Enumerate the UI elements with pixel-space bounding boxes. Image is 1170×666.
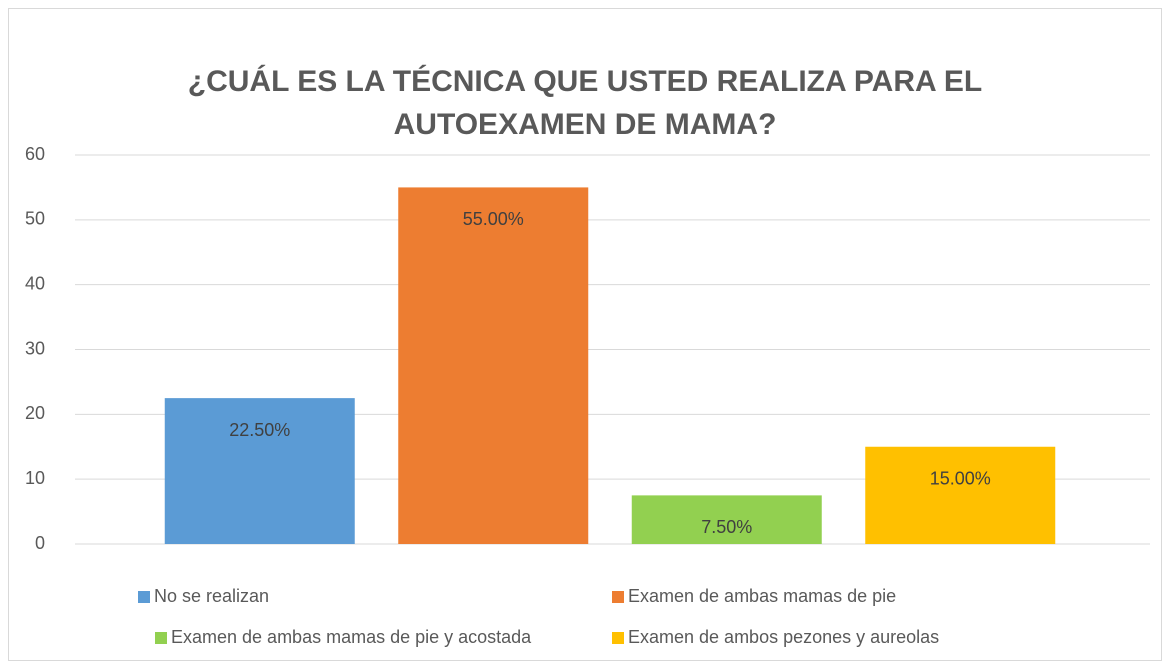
data-label: 22.50% xyxy=(229,420,290,440)
data-label: 55.00% xyxy=(463,209,524,229)
legend-label: Examen de ambas mamas de pie y acostada xyxy=(171,627,532,647)
data-label: 7.50% xyxy=(701,517,752,537)
legend-label: Examen de ambas mamas de pie xyxy=(628,586,896,606)
y-tick-label: 30 xyxy=(25,338,45,358)
chart-title: ¿CUÁL ES LA TÉCNICA QUE USTED REALIZA PA… xyxy=(187,65,983,141)
legend-label: Examen de ambos pezones y aureolas xyxy=(628,627,939,647)
bar xyxy=(164,398,355,544)
data-label: 15.00% xyxy=(930,469,991,489)
y-tick-label: 50 xyxy=(25,209,45,229)
legend-swatch xyxy=(155,632,167,644)
bar xyxy=(865,446,1056,544)
y-tick-label: 0 xyxy=(35,533,45,553)
legend-swatch xyxy=(612,591,624,603)
y-tick-label: 20 xyxy=(25,403,45,423)
legend-swatch xyxy=(138,591,150,603)
y-tick-label: 60 xyxy=(25,144,45,164)
y-tick-label: 40 xyxy=(25,273,45,293)
y-tick-label: 10 xyxy=(25,468,45,488)
bar xyxy=(631,495,822,544)
legend-label: No se realizan xyxy=(154,586,269,606)
legend-swatch xyxy=(612,632,624,644)
bar xyxy=(398,187,589,544)
